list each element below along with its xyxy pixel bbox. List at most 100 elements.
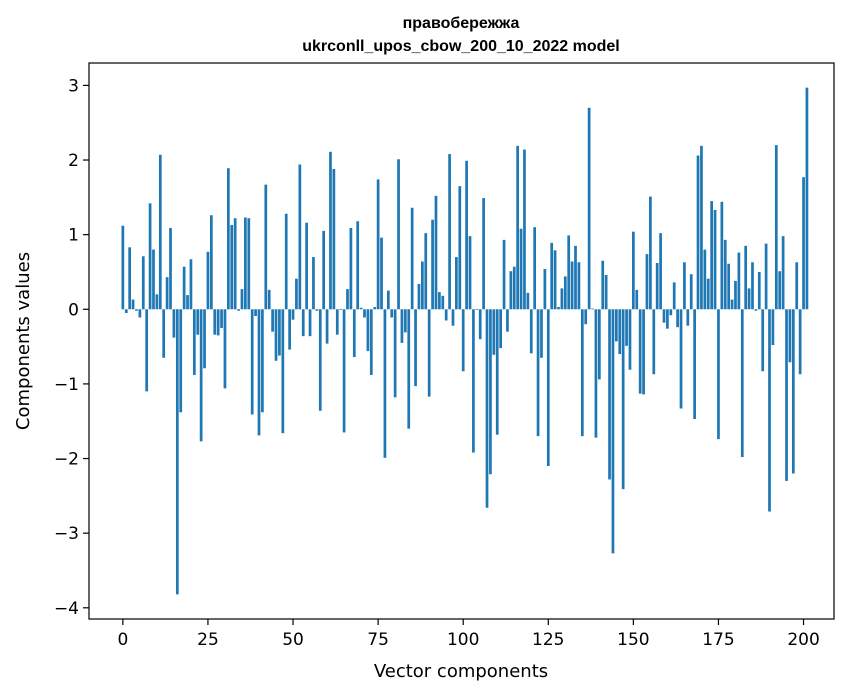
- bar-19: [186, 295, 189, 310]
- y-tick-label: 0: [68, 300, 79, 320]
- bar-113: [506, 309, 509, 332]
- bar-98: [455, 257, 458, 310]
- bar-9: [152, 249, 155, 310]
- bar-165: [683, 262, 686, 310]
- y-tick-label: 3: [68, 76, 79, 96]
- bar-166: [686, 309, 690, 326]
- bar-192: [774, 145, 778, 310]
- y-tick-label: −3: [54, 524, 79, 544]
- bar-201: [805, 87, 809, 310]
- bar-139: [594, 309, 598, 438]
- bar-108: [489, 309, 492, 475]
- x-tick-label: 25: [197, 630, 219, 650]
- bar-179: [730, 299, 734, 310]
- bar-121: [533, 227, 537, 310]
- bar-189: [764, 243, 768, 310]
- bar-112: [502, 239, 506, 310]
- bar-99: [458, 186, 462, 310]
- bar-41: [261, 309, 264, 413]
- bar-119: [526, 292, 530, 310]
- bar-77: [383, 309, 387, 458]
- bar-181: [737, 252, 741, 310]
- bar-193: [778, 271, 782, 310]
- bar-196: [788, 309, 792, 363]
- y-tick-label: −2: [54, 450, 79, 470]
- bar-14: [169, 227, 172, 310]
- bar-152: [638, 309, 642, 394]
- bar-78: [386, 290, 390, 310]
- bar-176: [720, 201, 724, 310]
- bar-169: [696, 155, 700, 310]
- bar-135: [580, 309, 584, 437]
- bar-13: [165, 277, 169, 310]
- bar-125: [546, 309, 550, 466]
- bar-92: [434, 195, 438, 310]
- y-tick-label: 2: [68, 151, 79, 171]
- x-axis-label: Vector components: [374, 661, 548, 682]
- bar-109: [492, 309, 496, 355]
- bar-64: [339, 309, 343, 311]
- bar-37: [247, 218, 251, 310]
- bar-51: [295, 278, 298, 310]
- bar-1: [124, 309, 128, 314]
- bar-130: [563, 276, 567, 310]
- bar-122: [536, 309, 540, 437]
- bar-56: [312, 257, 315, 310]
- bar-90: [427, 309, 431, 397]
- bar-144: [611, 309, 615, 554]
- bar-5: [138, 309, 142, 318]
- bar-161: [669, 309, 673, 316]
- bar-2: [128, 247, 132, 310]
- bar-191: [771, 309, 775, 346]
- bar-151: [635, 289, 639, 310]
- bar-16: [175, 309, 179, 595]
- bar-22: [196, 309, 200, 335]
- bar-163: [676, 309, 679, 328]
- bar-146: [618, 309, 622, 355]
- bar-25: [206, 251, 210, 310]
- bar-174: [713, 210, 717, 310]
- bar-12: [162, 309, 166, 358]
- x-tick-label: 100: [447, 630, 479, 650]
- bar-149: [628, 309, 632, 370]
- bar-123: [540, 309, 543, 358]
- bar-80: [393, 309, 397, 398]
- bar-114: [509, 271, 513, 310]
- y-tick-label: −1: [54, 375, 79, 395]
- bar-28: [216, 309, 220, 336]
- bar-91: [431, 219, 434, 310]
- bar-118: [523, 149, 526, 310]
- bar-0: [121, 225, 125, 310]
- bar-199: [798, 309, 802, 375]
- bar-44: [271, 309, 274, 332]
- bar-131: [567, 235, 571, 310]
- bar-33: [233, 218, 237, 310]
- bar-172: [706, 278, 710, 310]
- bar-136: [584, 309, 588, 325]
- bar-180: [734, 280, 737, 310]
- bar-20: [189, 259, 193, 310]
- bar-59: [322, 230, 326, 310]
- bar-39: [254, 309, 257, 316]
- bar-86: [414, 309, 417, 387]
- bar-29: [220, 309, 223, 328]
- bar-15: [172, 309, 176, 338]
- bar-42: [264, 184, 268, 310]
- bar-143: [608, 309, 611, 480]
- bar-75: [376, 179, 380, 310]
- bar-127: [553, 250, 557, 310]
- bar-89: [424, 233, 428, 310]
- bar-104: [475, 309, 479, 311]
- y-axis-label: Components values: [13, 252, 34, 430]
- bar-94: [441, 295, 445, 310]
- chart-title-line1: правобережжа: [403, 15, 520, 32]
- bar-197: [791, 309, 795, 474]
- bar-155: [649, 196, 652, 310]
- bar-111: [499, 309, 502, 349]
- bar-34: [237, 309, 240, 311]
- x-tick-label: 150: [617, 630, 649, 650]
- bar-167: [689, 274, 693, 310]
- x-tick-label: 50: [282, 630, 304, 650]
- x-tick-label: 175: [702, 630, 734, 650]
